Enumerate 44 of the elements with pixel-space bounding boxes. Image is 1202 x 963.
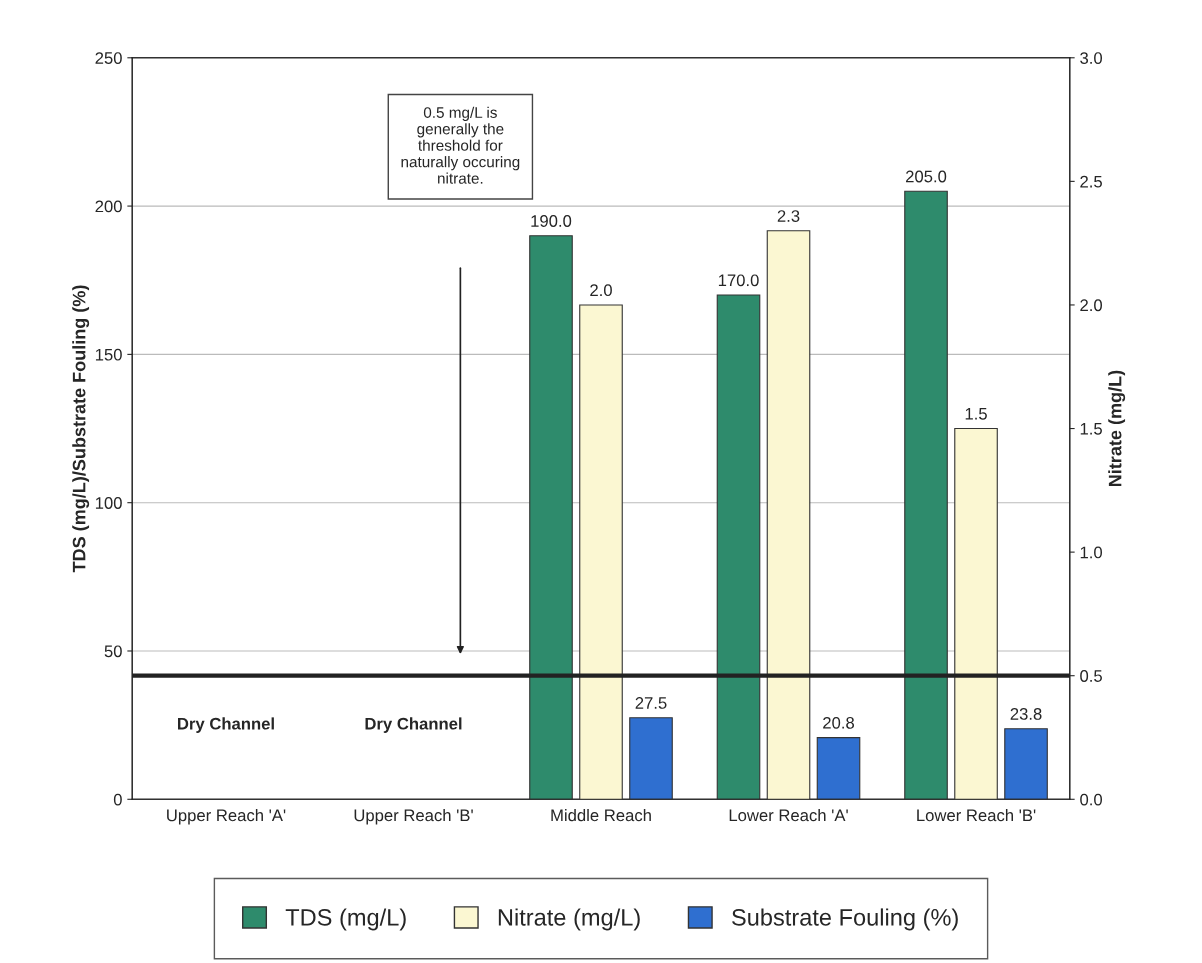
x-tick-label: Upper Reach 'B' <box>354 809 473 825</box>
y2-tick-label: 2.0 <box>1080 299 1103 312</box>
data-label: 20.8 <box>823 716 855 729</box>
y-tick-label: 0 <box>113 793 122 806</box>
x-tick-label: Middle Reach <box>551 809 651 822</box>
annotation: Dry Channel <box>178 717 274 733</box>
y2-tick-label: 0.5 <box>1080 670 1102 682</box>
data-label: 2.0 <box>590 284 612 297</box>
y-tick-label: 250 <box>95 52 122 64</box>
bar <box>716 294 761 800</box>
bar <box>904 190 948 800</box>
annotation: 0.5 mg/L is generally the threshold for naturally occuring nitrate. <box>401 106 520 184</box>
data-label: 190.0 <box>531 215 572 227</box>
bar <box>529 235 573 800</box>
y2-axis-title: Nitrate (mg/L) <box>1108 370 1126 487</box>
y2-tick-label: 1.0 <box>1080 546 1103 559</box>
bar <box>816 737 861 800</box>
x-tick-label: Lower Reach 'B' <box>917 809 1036 822</box>
bar <box>1004 728 1048 800</box>
y-tick-label: 100 <box>95 497 122 509</box>
legend-label: Substrate Fouling (%) <box>732 908 958 931</box>
data-label: 27.5 <box>635 697 667 709</box>
bar <box>629 717 673 800</box>
y-axis-title: TDS (mg/L)/Substrate Fouling (%) <box>72 285 90 573</box>
data-label: 205.0 <box>906 170 947 183</box>
bar <box>766 230 811 800</box>
legend-label: TDS (mg/L) <box>285 908 406 931</box>
bar <box>579 304 623 800</box>
annotation: Dry Channel <box>365 717 462 733</box>
legend-label: Nitrate (mg/L) <box>498 908 640 931</box>
y2-tick-label: 3.0 <box>1080 52 1103 64</box>
y2-tick-label: 0.0 <box>1080 793 1103 806</box>
y-tick-label: 50 <box>104 645 122 658</box>
bar <box>954 427 998 800</box>
data-label: 23.8 <box>1010 708 1042 720</box>
y2-tick-label: 2.5 <box>1080 175 1102 188</box>
y-tick-label: 150 <box>95 348 122 361</box>
data-label: 1.5 <box>965 408 987 420</box>
x-tick-label: Upper Reach 'A' <box>167 809 286 825</box>
y2-tick-label: 1.5 <box>1080 423 1102 435</box>
data-label: 2.3 <box>777 210 800 222</box>
x-tick-label: Lower Reach 'A' <box>729 809 848 822</box>
data-label: 170.0 <box>718 274 759 287</box>
y-tick-label: 200 <box>95 200 122 213</box>
